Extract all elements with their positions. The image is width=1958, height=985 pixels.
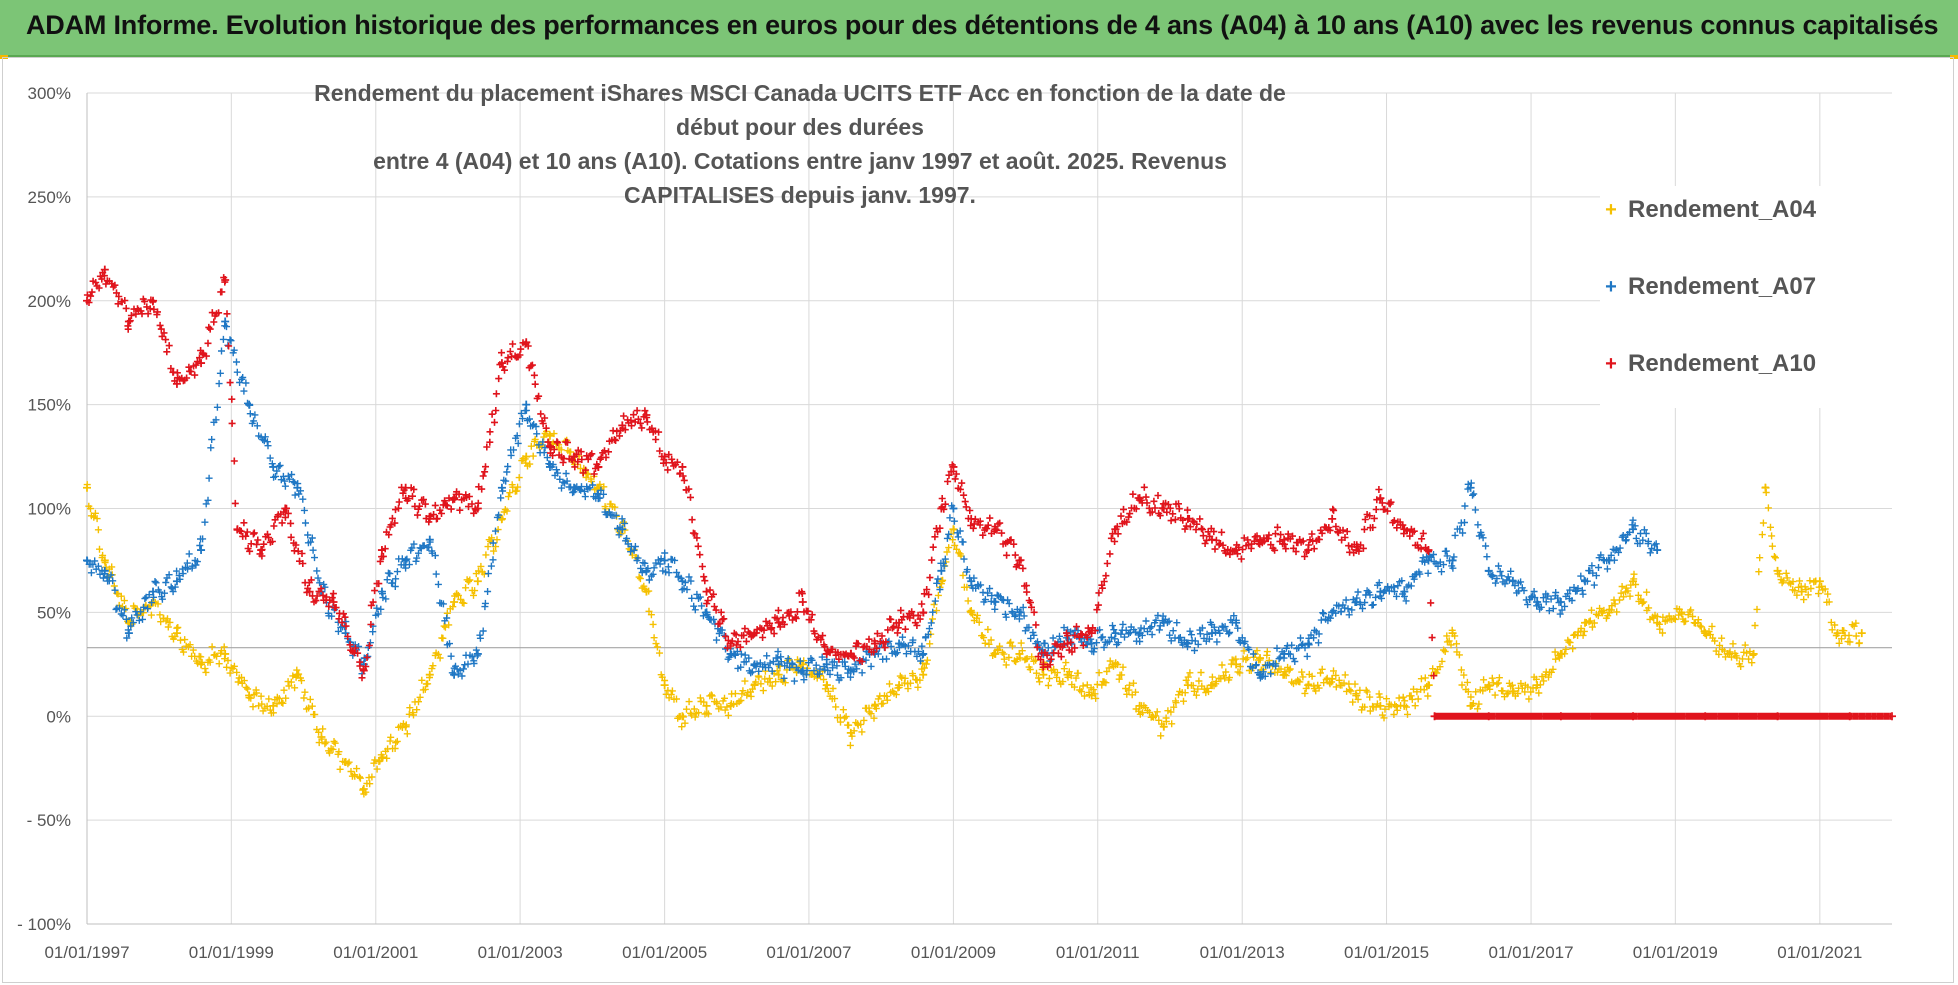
x-tick-label: 01/01/2003 — [478, 943, 563, 962]
y-tick-label: 50% — [37, 603, 71, 622]
data-point — [1328, 514, 1337, 523]
chart-title-line-2: entre 4 (A04) et 10 ans (A10). Cotations… — [373, 148, 1227, 208]
data-point — [1207, 629, 1216, 638]
data-point — [1087, 639, 1096, 648]
data-point — [678, 462, 687, 471]
legend-marker-a10: + — [1605, 352, 1617, 375]
header-banner: ADAM Informe. Evolution historique des p… — [0, 0, 1958, 57]
data-point — [197, 660, 206, 669]
data-point — [1653, 546, 1662, 555]
legend-item-a07: + Rendement_A07 — [1600, 267, 1816, 307]
series-rendement_a07 — [83, 317, 1662, 685]
chart-title-line-1: Rendement du placement iShares MSCI Cana… — [314, 80, 1286, 140]
y-tick-label: 100% — [28, 500, 71, 519]
x-tick-label: 01/01/2015 — [1344, 943, 1429, 962]
data-point — [197, 546, 206, 555]
data-point — [919, 670, 928, 679]
y-tick-label: - 100% — [17, 915, 71, 934]
x-tick-label: 01/01/2011 — [1056, 943, 1140, 962]
data-point — [1039, 670, 1048, 679]
x-tick-label: 01/01/1999 — [189, 943, 274, 962]
data-point — [798, 597, 807, 606]
y-tick-label: - 50% — [27, 811, 71, 830]
x-tick-label: 01/01/2017 — [1488, 943, 1573, 962]
x-tick-label: 01/01/2005 — [622, 943, 707, 962]
data-point — [124, 317, 133, 326]
x-tick-label: 01/01/2021 — [1777, 943, 1862, 962]
x-tick-label: 01/01/2001 — [333, 943, 418, 962]
y-tick-label: 0% — [46, 707, 71, 726]
data-point — [545, 442, 554, 451]
data-point-cloud — [83, 269, 1894, 720]
legend-item-a04: + Rendement_A04 — [1600, 190, 1816, 230]
x-tick-label: 01/01/1997 — [44, 943, 129, 962]
x-tick-label: 01/01/2013 — [1200, 943, 1285, 962]
data-point — [702, 587, 711, 596]
y-tick-label: 200% — [28, 292, 71, 311]
series-rendement_a10 — [83, 265, 1896, 721]
chart-legend: + Rendement_A04 + Rendement_A07 + Rendem… — [1600, 186, 1892, 408]
data-point — [774, 670, 783, 679]
data-point — [1111, 629, 1120, 638]
chart-frame — [2, 57, 1954, 983]
page-title: ADAM Informe. Evolution historique des p… — [26, 10, 1939, 40]
data-point — [702, 701, 711, 710]
chart-title: Rendement du placement iShares MSCI Cana… — [300, 76, 1300, 212]
legend-marker-a07: + — [1605, 275, 1617, 298]
data-point — [1857, 629, 1866, 638]
data-point-cloud — [83, 322, 1660, 685]
legend-label-a10: Rendement_A10 — [1628, 350, 1817, 377]
data-point — [473, 577, 482, 586]
corner-mark-right — [1950, 55, 1958, 59]
legend-label-a04: Rendement_A04 — [1628, 196, 1817, 223]
y-tick-label: 300% — [28, 84, 71, 103]
data-point — [197, 359, 206, 368]
y-tick-label: 250% — [28, 188, 71, 207]
data-point — [937, 566, 946, 575]
data-point-cloud — [83, 427, 1863, 798]
x-tick-label: 01/01/2019 — [1633, 943, 1718, 962]
y-tick-label: 150% — [28, 396, 71, 415]
x-tick-label: 01/01/2009 — [911, 943, 996, 962]
legend-label-a07: Rendement_A07 — [1628, 273, 1817, 300]
x-tick-label: 01/01/2007 — [766, 943, 851, 962]
data-point — [329, 597, 338, 606]
legend-marker-a04: + — [1605, 198, 1617, 221]
legend-item-a10: + Rendement_A10 — [1600, 344, 1816, 384]
series-rendement_a04 — [83, 427, 1866, 798]
data-point — [660, 556, 669, 565]
